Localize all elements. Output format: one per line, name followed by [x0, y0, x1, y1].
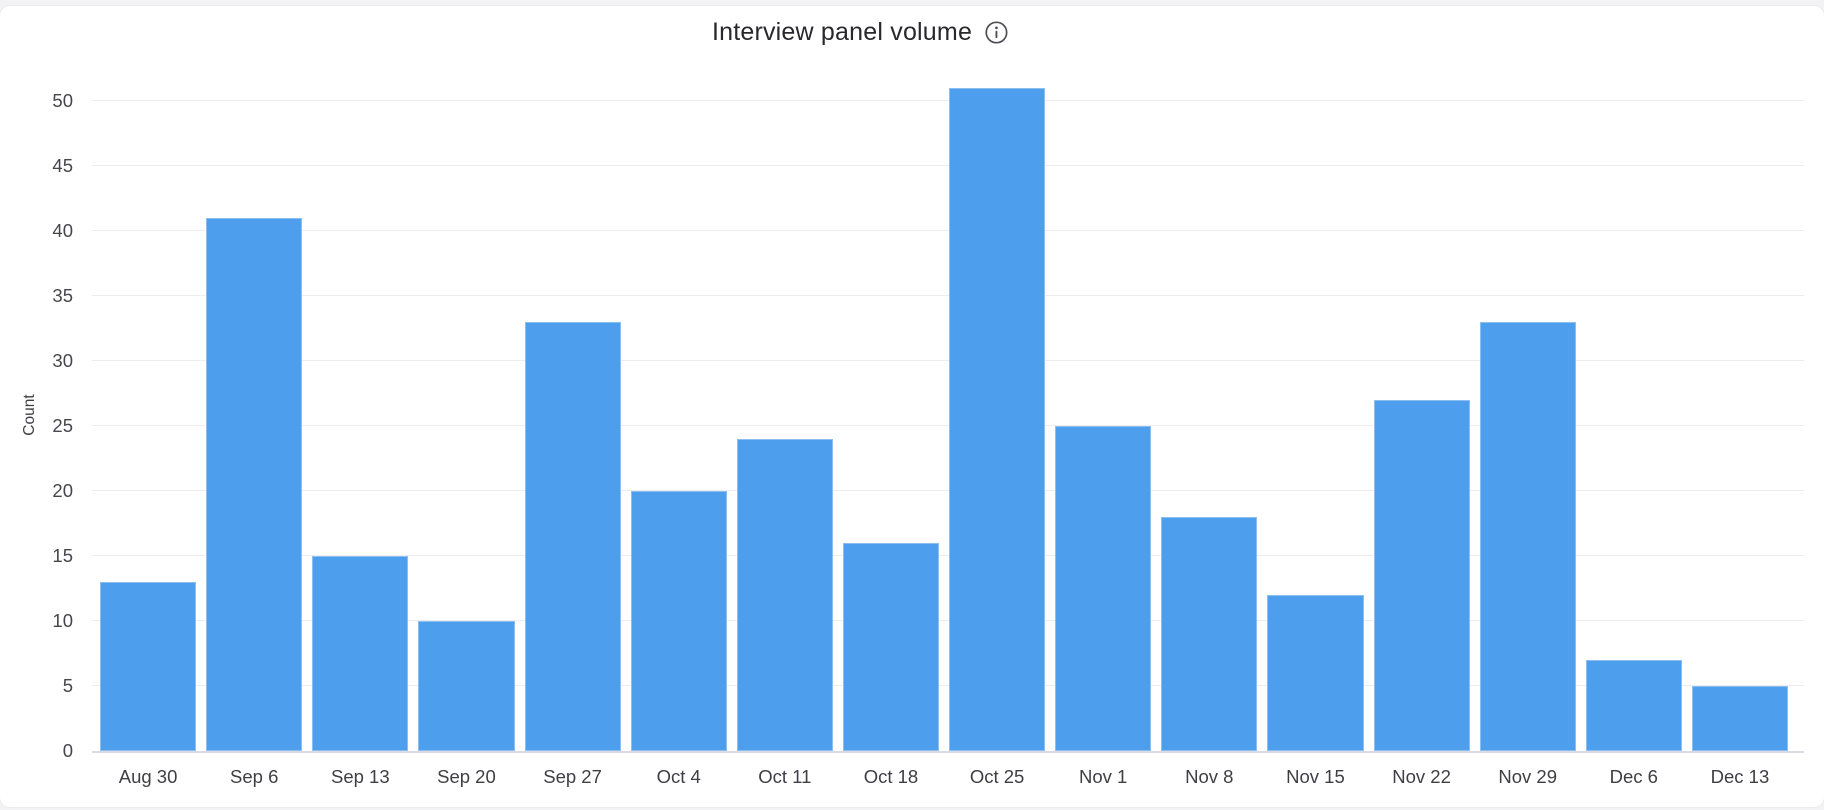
x-tick-label-dec-6: Dec 6 — [1609, 766, 1658, 787]
x-tick-label-aug-30: Aug 30 — [118, 766, 178, 787]
y-tick-label-5: 5 — [62, 675, 73, 696]
gridline-20 — [92, 490, 1804, 491]
bar-column-oct-11: Oct 11 — [736, 439, 833, 787]
x-tick-label-sep-13: Sep 13 — [330, 766, 390, 787]
bar-column-oct-4: Oct 4 — [630, 491, 727, 787]
bar-column-aug-30: Aug 30 — [100, 582, 197, 787]
bar-column-dec-6: Dec 6 — [1585, 660, 1682, 787]
bar-column-nov-29: Nov 29 — [1479, 322, 1576, 787]
bar-column-nov-1: Nov 1 — [1055, 426, 1152, 787]
bar-sep-27[interactable] — [524, 322, 621, 751]
x-tick-label-nov-1: Nov 1 — [1079, 766, 1128, 787]
x-tick-label-oct-11: Oct 11 — [758, 766, 812, 787]
bar-nov-15[interactable] — [1267, 595, 1364, 751]
y-tick-label-10: 10 — [52, 610, 73, 631]
bar-nov-8[interactable] — [1161, 517, 1258, 751]
chart-card: Interview panel volume Count 0 5 10 15 20 25 3… — [0, 6, 1824, 807]
y-tick-label-20: 20 — [52, 480, 73, 501]
x-tick-label-nov-22: Nov 22 — [1392, 766, 1451, 787]
y-axis-title: Count — [21, 394, 38, 436]
gridline-30 — [92, 360, 1804, 361]
bar-aug-30[interactable] — [100, 582, 197, 751]
gridline-50 — [92, 100, 1804, 101]
bar-column-sep-6: Sep 6 — [206, 218, 303, 787]
gridline-45 — [92, 165, 1804, 166]
bar-column-sep-20: Sep 20 — [418, 621, 515, 787]
y-tick-label-50: 50 — [52, 90, 73, 111]
bar-dec-6[interactable] — [1585, 660, 1682, 751]
y-tick-label-40: 40 — [52, 220, 73, 241]
bar-sep-6[interactable] — [206, 218, 303, 751]
info-icon[interactable] — [985, 21, 1008, 44]
x-tick-label-sep-20: Sep 20 — [437, 766, 496, 787]
gridline-35 — [92, 295, 1804, 296]
gridline-40 — [92, 230, 1804, 231]
bar-nov-29[interactable] — [1479, 322, 1576, 751]
x-tick-label-sep-6: Sep 6 — [230, 766, 279, 787]
bar-column-oct-25: Oct 25 — [949, 88, 1046, 787]
chart-header: Interview panel volume — [712, 18, 1008, 47]
bar-oct-11[interactable] — [736, 439, 833, 751]
gridline-25 — [92, 425, 1804, 426]
bars-layer: Aug 30 Sep 6 Sep 13 Sep 20 Sep 27 Oct 4 Oct 11… — [92, 88, 1804, 787]
bar-column-nov-22: Nov 22 — [1373, 400, 1470, 787]
y-tick-label-25: 25 — [52, 415, 73, 436]
bar-nov-1[interactable] — [1055, 426, 1152, 751]
bar-oct-4[interactable] — [630, 491, 727, 751]
y-tick-label-45: 45 — [52, 155, 73, 176]
bar-sep-13[interactable] — [312, 556, 409, 751]
bar-oct-25[interactable] — [949, 88, 1046, 751]
gridline-15 — [92, 555, 1804, 556]
bar-column-sep-27: Sep 27 — [524, 322, 621, 787]
x-tick-label-oct-4: Oct 4 — [656, 766, 701, 787]
gridline-10 — [92, 620, 1804, 621]
bar-nov-22[interactable] — [1373, 400, 1470, 751]
y-tick-label-30: 30 — [52, 350, 73, 371]
x-tick-label-nov-8: Nov 8 — [1185, 766, 1234, 787]
x-tick-label-sep-27: Sep 27 — [543, 766, 602, 787]
bar-dec-13[interactable] — [1691, 686, 1788, 751]
x-tick-label-nov-15: Nov 15 — [1286, 766, 1345, 787]
bar-column-nov-8: Nov 8 — [1161, 517, 1258, 787]
bar-column-nov-15: Nov 15 — [1267, 595, 1364, 787]
x-tick-label-oct-18: Oct 18 — [863, 766, 919, 787]
bar-column-sep-13: Sep 13 — [312, 556, 409, 787]
bar-sep-20[interactable] — [418, 621, 515, 751]
y-tick-label-35: 35 — [52, 285, 73, 306]
y-tick-label-0: 0 — [62, 740, 73, 761]
x-tick-label-dec-13: Dec 13 — [1710, 766, 1770, 787]
bar-column-oct-18: Oct 18 — [842, 543, 939, 787]
gridline-0 — [92, 751, 1804, 753]
chart-title: Interview panel volume — [711, 18, 973, 46]
bar-oct-18[interactable] — [842, 543, 939, 751]
bar-column-dec-13: Dec 13 — [1691, 686, 1788, 787]
x-tick-label-oct-25: Oct 25 — [969, 766, 1025, 787]
y-tick-label-15: 15 — [52, 545, 73, 566]
plot-area: 0 5 10 15 20 25 30 35 40 45 50 Aug 30 Sep 6 Sep 13 Se… — [52, 88, 1804, 787]
gridline-5 — [92, 685, 1804, 686]
x-tick-label-nov-29: Nov 29 — [1498, 766, 1557, 787]
